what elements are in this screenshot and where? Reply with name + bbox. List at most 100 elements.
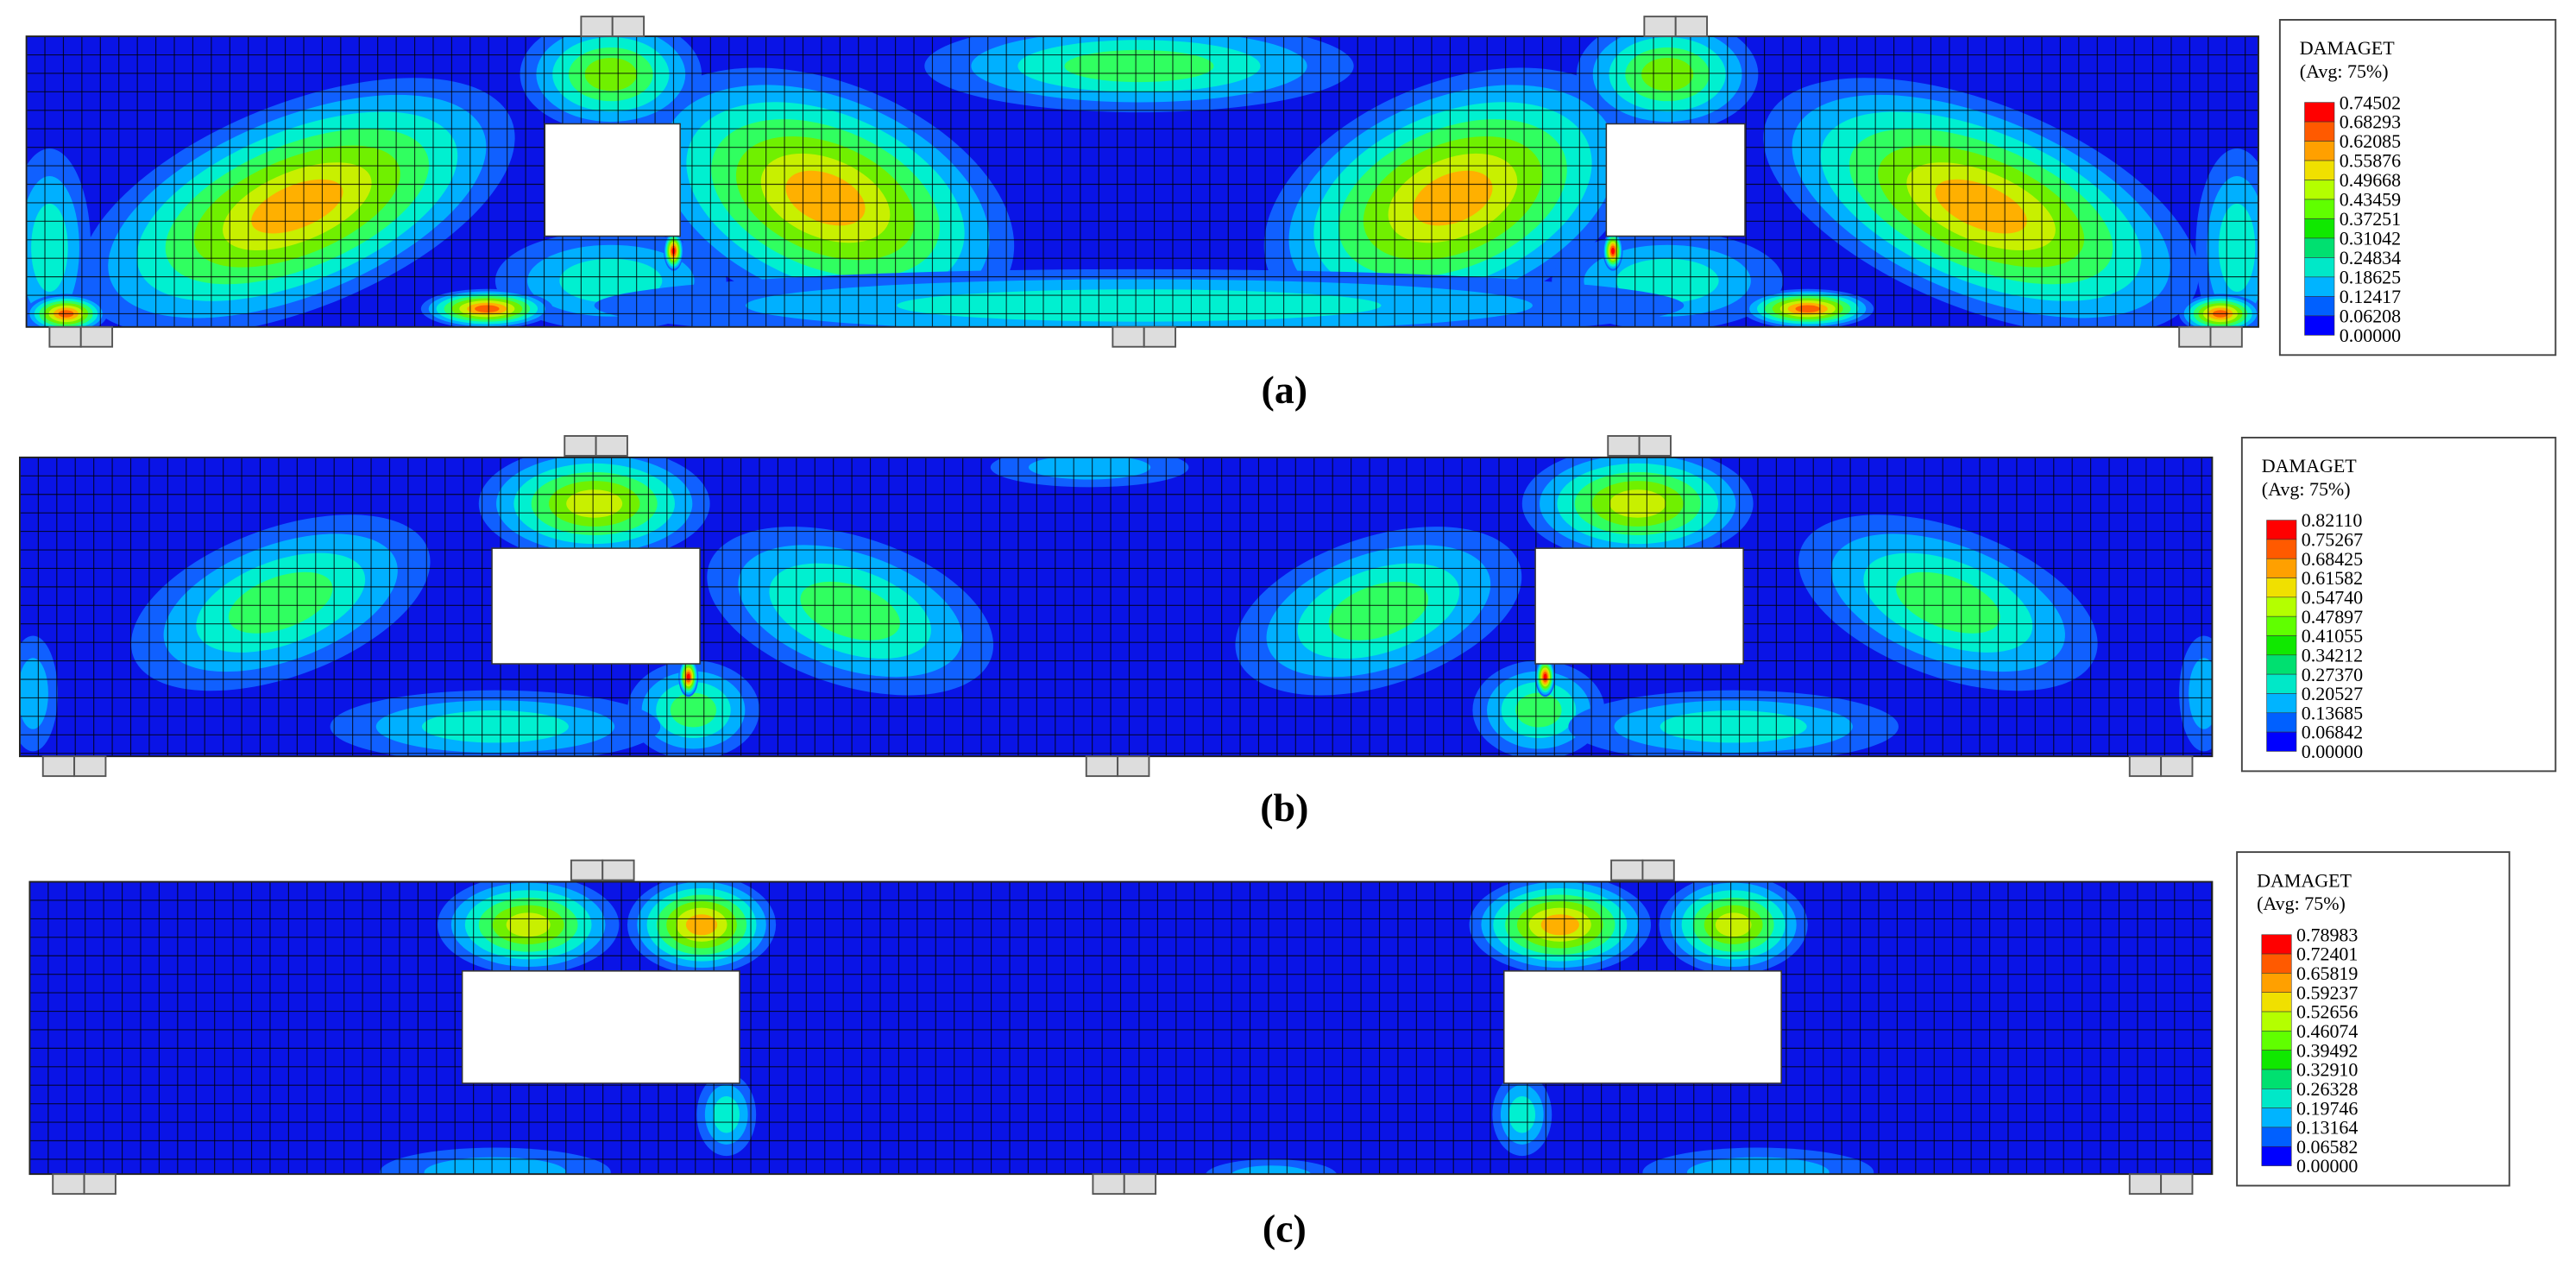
support [1641,859,1675,881]
legend-label: 0.06842 [2302,722,2363,743]
support [2178,325,2212,348]
legend-swatch [2304,121,2335,142]
legend-label: 0.49668 [2340,169,2401,191]
support [1638,435,1672,457]
legend-label: 0.19746 [2296,1097,2358,1119]
contour-band [2218,203,2256,292]
contour-band [1543,673,1547,681]
legend-label: 0.65819 [2296,962,2358,984]
legend-label: 0.26328 [2296,1078,2358,1100]
legend-swatch [2261,953,2292,974]
support [611,16,646,38]
support [601,859,635,881]
legend-label: 0.43459 [2340,189,2401,211]
contour-band [1715,912,1752,937]
legend-title: DAMAGET [2262,455,2357,476]
support [1117,755,1150,778]
support [1143,325,1177,348]
support [1085,755,1119,778]
caption: (b) [1260,786,1308,830]
legend-swatch [2261,1089,2292,1108]
legend-swatch [2304,257,2335,278]
legend-swatch [2266,731,2297,752]
support [41,755,76,778]
support [1674,16,1708,38]
caption: (c) [1263,1207,1307,1251]
legend-label: 0.37251 [2340,208,2401,230]
legend-label: 0.34212 [2302,644,2363,666]
legend-swatch [2261,1050,2292,1070]
panel: DAMAGET(Avg: 75%)0.789830.724010.658190.… [28,851,2510,1251]
legend-label: 0.06208 [2340,306,2401,327]
legend-swatch [2266,520,2297,540]
legend-label: 0.59237 [2296,981,2358,1003]
legend-label: 0.24834 [2340,247,2401,268]
contour-band [1795,305,1820,313]
contour-band [1935,179,2027,234]
contour-band [1896,571,2000,634]
support [2160,755,2194,778]
contour-band [2189,658,2213,729]
contour-band [228,571,333,634]
legend-swatch [2266,558,2297,578]
contour-band [1660,710,1807,743]
panel: DAMAGET(Avg: 75%)0.745020.682930.620850.… [25,16,2557,412]
contour-band [686,673,690,681]
legend-swatch [2261,934,2292,955]
contour-band [1609,489,1666,518]
contour-band [1508,1096,1536,1133]
support [2128,755,2163,778]
contour-band [685,914,718,936]
legend-swatch [2266,693,2297,714]
legend-label: 0.46074 [2296,1020,2358,1042]
contour-band [800,581,900,640]
legend-label: 0.61582 [2302,567,2363,589]
legend-swatch [2261,992,2292,1013]
legend-subtitle: (Avg: 75%) [2262,478,2351,500]
support [2209,325,2243,348]
legend-swatch [2266,635,2297,656]
legend-swatch [2266,577,2297,598]
legend-swatch [2266,712,2297,733]
contour-band [1064,49,1214,83]
legend-swatch [2266,539,2297,559]
opening [491,547,701,665]
support [2160,1173,2194,1196]
support [1123,1173,1157,1196]
legend-label: 0.82110 [2302,509,2363,531]
contour-band [1540,914,1579,936]
legend-label: 0.68293 [2340,111,2401,133]
support [52,1173,85,1196]
legend-label: 0.54740 [2302,587,2363,609]
legend-swatch [2304,218,2335,239]
contour-band [670,692,717,728]
contour-band [251,179,343,234]
caption: (a) [1262,368,1308,412]
panel: DAMAGET(Avg: 75%)0.821100.752670.684250.… [18,435,2557,830]
contour-band [1641,57,1694,92]
legend-title: DAMAGET [2257,869,2352,891]
support [1643,16,1677,38]
contour-band [1686,1157,1830,1175]
legend-swatch [2261,1031,2292,1051]
legend-swatch [2304,180,2335,200]
contour-band [1515,692,1562,728]
legend-title: DAMAGET [2300,37,2395,59]
support [1610,859,1644,881]
contour-band [584,57,637,92]
figure-content: DAMAGET(Avg: 75%)0.745020.682930.620850.… [18,16,2557,1251]
legend-label: 0.31042 [2340,228,2401,249]
mesh [26,36,2258,327]
contour-band [566,489,623,518]
legend-label: 0.32910 [2296,1059,2358,1081]
legend-swatch [2304,315,2335,336]
contour-band [713,1096,740,1133]
opening [1502,970,1782,1084]
legend-label: 0.00000 [2302,741,2363,762]
support [2128,1173,2163,1196]
legend-label: 0.62085 [2340,130,2401,152]
legend-swatch [2261,1145,2292,1166]
opening [1534,547,1744,665]
legend-swatch [2304,160,2335,180]
